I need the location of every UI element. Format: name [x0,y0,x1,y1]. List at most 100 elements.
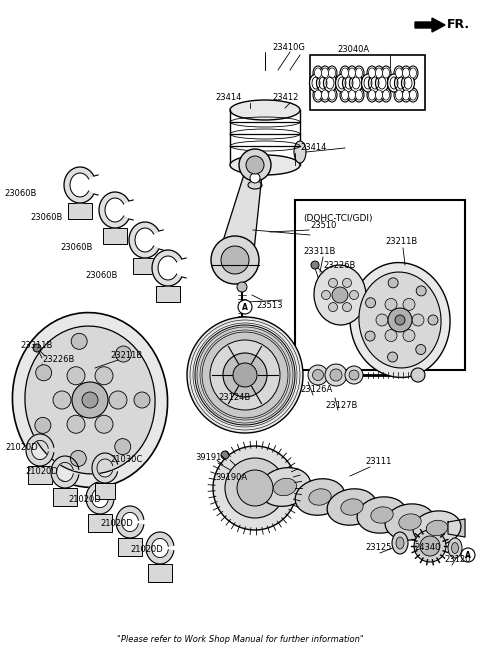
Ellipse shape [448,538,462,558]
Ellipse shape [350,263,450,377]
Text: 21020D: 21020D [25,468,58,477]
Circle shape [70,451,86,466]
Circle shape [349,370,359,380]
Ellipse shape [356,90,362,100]
Bar [103,228,127,244]
Ellipse shape [294,141,306,163]
Ellipse shape [403,90,409,100]
Ellipse shape [95,367,113,385]
Text: 21030C: 21030C [110,456,142,464]
Ellipse shape [341,499,363,515]
Ellipse shape [53,391,71,409]
Ellipse shape [359,272,441,368]
Circle shape [211,236,259,284]
Ellipse shape [259,468,311,506]
Ellipse shape [343,74,356,92]
Text: FR.: FR. [447,18,470,31]
Ellipse shape [314,90,322,100]
Ellipse shape [324,74,336,92]
Ellipse shape [452,543,458,554]
Text: A: A [242,302,248,311]
Text: 23226B: 23226B [42,355,74,364]
Ellipse shape [348,68,356,78]
Circle shape [115,346,132,362]
Circle shape [36,365,52,381]
Ellipse shape [343,278,351,287]
Bar [310,55,425,110]
Ellipse shape [387,74,400,92]
Ellipse shape [375,68,383,78]
Ellipse shape [348,90,356,100]
Bar [133,258,157,274]
Text: 23040A: 23040A [337,46,369,54]
Ellipse shape [375,90,383,100]
Circle shape [237,470,273,506]
Circle shape [365,331,375,341]
Text: 23060B: 23060B [30,214,62,223]
Polygon shape [116,506,144,538]
Circle shape [35,417,51,434]
Circle shape [221,451,229,459]
Ellipse shape [341,90,348,100]
Text: "Please refer to Work Shop Manual for further information": "Please refer to Work Shop Manual for fu… [117,635,363,645]
Text: 21020D: 21020D [130,545,163,554]
Circle shape [246,156,264,174]
Circle shape [416,286,426,296]
Ellipse shape [399,514,421,530]
Polygon shape [217,165,263,260]
Ellipse shape [309,489,331,505]
Ellipse shape [383,68,389,78]
Polygon shape [99,192,129,228]
Ellipse shape [426,520,448,535]
Circle shape [72,382,108,418]
Ellipse shape [109,391,127,409]
Circle shape [420,536,440,556]
Ellipse shape [401,74,415,92]
Text: 23211B: 23211B [385,238,417,246]
Ellipse shape [392,532,408,554]
Ellipse shape [376,314,388,326]
Circle shape [388,308,412,332]
Ellipse shape [396,537,404,549]
Circle shape [308,365,328,385]
Ellipse shape [409,90,417,100]
Ellipse shape [248,181,262,189]
Text: 21020D: 21020D [100,520,133,528]
Text: (DOHC-TCI/GDI): (DOHC-TCI/GDI) [303,214,372,223]
Ellipse shape [67,367,85,385]
Polygon shape [92,453,118,483]
Text: 23412: 23412 [272,93,299,103]
Polygon shape [129,222,159,258]
Circle shape [33,344,41,352]
Circle shape [330,369,342,381]
Ellipse shape [95,415,113,433]
Ellipse shape [403,298,415,310]
Text: 23311B: 23311B [303,247,336,257]
Polygon shape [448,519,465,537]
Ellipse shape [375,74,388,92]
Circle shape [225,458,285,518]
Ellipse shape [403,68,409,78]
Circle shape [210,340,280,410]
Bar [88,514,112,532]
Text: 23311B: 23311B [20,340,52,349]
Bar [28,466,52,484]
Circle shape [195,325,295,425]
Ellipse shape [322,90,328,100]
Ellipse shape [230,155,300,175]
Circle shape [233,363,257,387]
Circle shape [213,446,297,530]
Text: 23414: 23414 [300,144,326,153]
Ellipse shape [356,68,362,78]
Text: 21020D: 21020D [5,443,38,453]
Text: 39190A: 39190A [215,473,247,483]
Ellipse shape [310,74,323,92]
Polygon shape [152,250,182,286]
Polygon shape [86,482,114,514]
Text: 23126A: 23126A [300,385,332,394]
Ellipse shape [353,502,381,520]
Ellipse shape [403,330,415,342]
Circle shape [237,282,247,292]
Circle shape [223,353,267,397]
Ellipse shape [322,493,350,511]
